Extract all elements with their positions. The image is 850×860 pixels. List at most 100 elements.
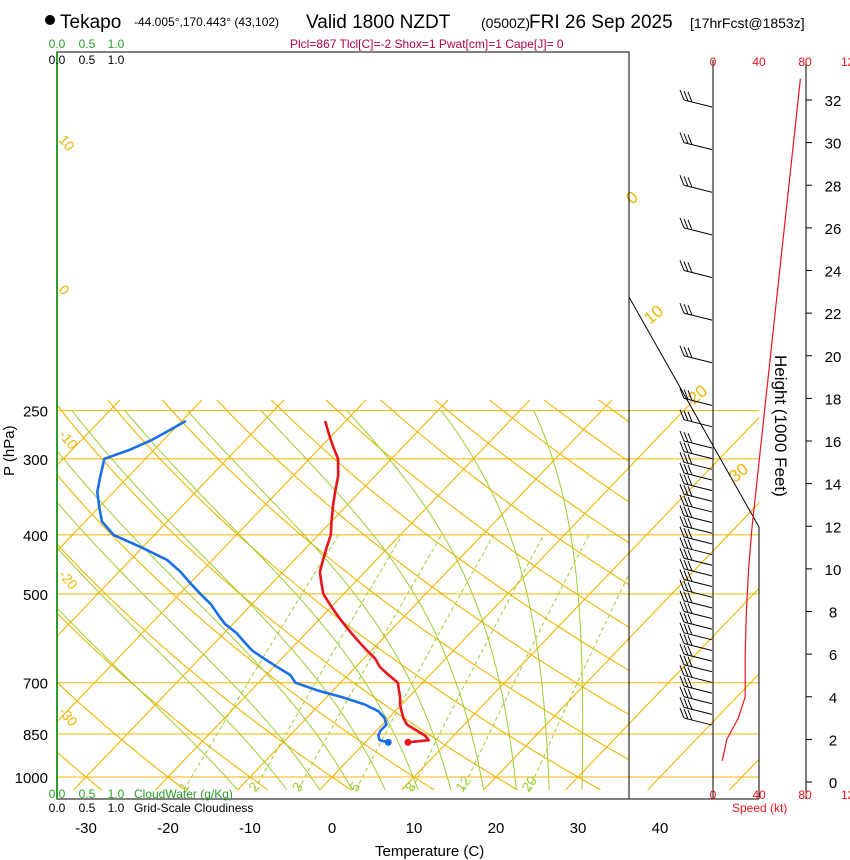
height-tick-label: 30 xyxy=(825,136,842,153)
wind-barb xyxy=(679,633,713,651)
dry-adiabat-line xyxy=(107,399,601,791)
wind-barb-flag xyxy=(683,474,689,485)
wind-barb xyxy=(679,217,713,236)
chart-header: Tekapo -44.005°,170.443° (43,102) Valid … xyxy=(45,12,805,51)
wind-barb-staff xyxy=(683,461,713,470)
height-tick-label: 0 xyxy=(829,775,837,792)
zulu-time: (0500Z) xyxy=(481,15,530,31)
dry-adiabat-line xyxy=(434,399,629,544)
wind-barb-flag xyxy=(683,176,689,187)
speed-top-tick: 120 xyxy=(841,55,850,69)
wind-barb xyxy=(679,537,713,556)
wind-barb xyxy=(679,516,713,534)
x-axis-label: Temperature (C) xyxy=(375,843,484,860)
wind-barb-flag xyxy=(679,430,685,442)
wind-barb-flag xyxy=(679,132,685,143)
dry-adiabat-line xyxy=(57,473,435,791)
wind-barb-staff xyxy=(683,472,713,481)
wind-barb-flag xyxy=(679,217,685,229)
speed-bottom-tick: 80 xyxy=(798,788,812,802)
wind-barb-flag xyxy=(679,526,685,538)
wind-panel: 0040408080120120 xyxy=(679,55,850,802)
wind-barb-staff xyxy=(683,99,713,108)
x-tick-label: 20 xyxy=(488,820,505,837)
wind-barb-flag xyxy=(683,644,689,656)
wind-barb-flag xyxy=(683,431,689,443)
dry-adiabat-line xyxy=(57,681,186,791)
moist-adiabat-line xyxy=(260,410,485,790)
isotherm-line xyxy=(57,399,367,723)
wind-barb-staff xyxy=(683,270,713,278)
wind-barb-staff xyxy=(683,547,713,556)
station-name: Tekapo xyxy=(60,12,121,33)
wind-barb-flag xyxy=(683,442,689,453)
wind-barb-flag xyxy=(687,656,693,667)
wind-barb-staff xyxy=(683,227,713,236)
forecast-info: [17hrFcst@1853z] xyxy=(690,15,805,31)
height-tick-label: 24 xyxy=(825,264,842,281)
height-tick-label: 32 xyxy=(825,93,842,110)
x-tick-label: 30 xyxy=(570,820,587,837)
wind-barb-staff xyxy=(683,611,713,619)
mixing-ratio-label: 2 xyxy=(245,779,263,795)
wind-barb-flag xyxy=(679,516,685,527)
station-coords: -44.005°,170.443° (43,102) xyxy=(134,15,279,29)
wind-barb-staff xyxy=(683,706,713,715)
wind-barb xyxy=(679,473,713,492)
wind-barb-staff xyxy=(683,312,713,321)
wind-barb-flag xyxy=(679,345,685,356)
sounding-params: Plcl=867 Tlcl[C]=-2 Shox=1 Pwat[cm]=1 Ca… xyxy=(290,37,564,51)
wind-barb-flag xyxy=(679,697,685,708)
height-tick-label: 4 xyxy=(829,690,837,707)
wind-barb-flag xyxy=(679,441,685,452)
wind-barb-staff xyxy=(683,493,713,502)
wind-barb-staff xyxy=(683,579,713,588)
pressure-tick-label: 400 xyxy=(23,528,48,545)
wind-barb-flag xyxy=(687,486,693,497)
wind-barb xyxy=(679,675,713,694)
wind-barb-flag xyxy=(679,622,685,633)
wind-barb xyxy=(679,175,713,193)
height-tick-label: 22 xyxy=(825,306,842,323)
isotherm-label: 10 xyxy=(56,132,78,154)
wind-barb-flag xyxy=(687,613,693,625)
wind-barb-flag xyxy=(687,677,693,689)
wind-barb-flag xyxy=(683,453,689,464)
wind-barb-staff xyxy=(683,525,713,534)
wind-barb-flag xyxy=(687,550,693,561)
height-tick-label: 16 xyxy=(825,434,842,451)
wind-barb-flag xyxy=(687,390,693,401)
dry-adiabat-line xyxy=(57,543,352,791)
wind-barb xyxy=(679,484,713,502)
wind-barb xyxy=(679,494,713,513)
x-tick-label: -20 xyxy=(157,820,179,837)
wind-barb-flag xyxy=(687,592,693,604)
wind-barb xyxy=(679,611,713,630)
wind-barb-staff xyxy=(683,568,713,577)
wind-barb-flag xyxy=(683,90,689,102)
moist-adiabat-line xyxy=(57,501,321,791)
speed-bottom-tick: 120 xyxy=(841,788,850,802)
height-tick-label: 12 xyxy=(825,519,842,536)
isotherm-line xyxy=(401,416,759,791)
x-tick-label: -10 xyxy=(239,820,261,837)
wind-barb-flag xyxy=(687,475,693,486)
moist-adiabat-line xyxy=(533,410,584,790)
wind-barb-staff xyxy=(683,142,713,151)
wind-barb-flag xyxy=(687,603,693,614)
wind-barb-flag xyxy=(683,687,689,698)
wind-barb-staff xyxy=(683,632,713,641)
mixing-ratio-label: 3 xyxy=(288,779,306,795)
wind-barb-staff xyxy=(683,483,713,492)
x-tick-label: 40 xyxy=(652,820,669,837)
wind-barb-staff xyxy=(683,717,713,726)
wind-barb-flag xyxy=(679,707,685,719)
wind-barb-flag xyxy=(679,473,685,484)
height-tick-label: 20 xyxy=(825,349,842,366)
wind-barb-flag xyxy=(687,709,693,721)
wind-barb-flag xyxy=(679,654,685,665)
isotherm-line xyxy=(237,399,613,791)
dewpoint-surface-marker xyxy=(384,738,392,746)
wind-barb xyxy=(679,302,713,321)
moist-adiabat-line xyxy=(71,410,386,791)
